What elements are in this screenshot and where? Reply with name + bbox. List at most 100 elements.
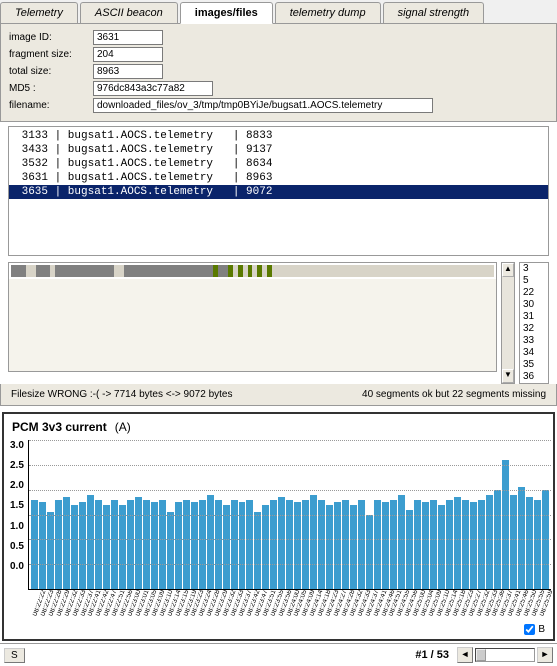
segment-number[interactable]: 30 — [520, 299, 548, 311]
chart-bar — [143, 500, 150, 589]
tab-ascii-beacon[interactable]: ASCII beacon — [80, 2, 178, 23]
segment-number[interactable]: 5 — [520, 275, 548, 287]
segment-number[interactable]: 35 — [520, 359, 548, 371]
chart-bar — [398, 495, 405, 589]
chart-bar — [534, 500, 541, 589]
fragment-size-input[interactable] — [93, 47, 163, 62]
tab-telemetry-dump[interactable]: telemetry dump — [275, 2, 381, 23]
chart-bar — [302, 500, 309, 589]
s-button[interactable]: S — [4, 648, 25, 663]
chart-bar — [510, 495, 517, 589]
fragment-segment — [36, 265, 51, 277]
chart-bar — [55, 500, 62, 589]
chart-bar — [526, 497, 533, 589]
md5-input[interactable] — [93, 81, 213, 96]
metadata-form: image ID: fragment size: total size: MD5… — [0, 24, 557, 122]
chart-bar — [518, 487, 525, 589]
tab-images-files[interactable]: images/files — [180, 2, 273, 24]
file-row[interactable]: 3635 | bugsat1.AOCS.telemetry | 9072 — [9, 185, 548, 199]
fragment-segment — [26, 265, 36, 277]
file-row[interactable]: 3532 | bugsat1.AOCS.telemetry | 8634 — [9, 157, 548, 171]
chart-bar — [318, 500, 325, 589]
chart-bar — [350, 505, 357, 589]
tab-signal-strength[interactable]: signal strength — [383, 2, 485, 23]
chart-bar — [63, 497, 70, 589]
fragment-segment — [272, 265, 494, 277]
chart-bar — [430, 500, 437, 589]
fragment-canvas — [8, 262, 497, 372]
chart-bar — [326, 505, 333, 589]
file-row[interactable]: 3433 | bugsat1.AOCS.telemetry | 9137 — [9, 143, 548, 157]
fragment-scrollbar[interactable]: ▲ ▼ — [501, 262, 515, 384]
chart-bar — [135, 497, 142, 589]
chart-bar — [31, 500, 38, 589]
chart-title: PCM 3v3 current(A) — [10, 418, 551, 440]
chart-bar — [87, 495, 94, 589]
segment-number[interactable]: 32 — [520, 323, 548, 335]
file-list[interactable]: 3133 | bugsat1.AOCS.telemetry | 8833 343… — [8, 126, 549, 256]
filename-label: filename: — [9, 100, 93, 111]
pager-next-icon[interactable]: ► — [537, 647, 553, 663]
chart-bar — [270, 500, 277, 589]
total-size-input[interactable] — [93, 64, 163, 79]
segment-number[interactable]: 36 — [520, 371, 548, 383]
chart-bar — [183, 500, 190, 589]
segment-number[interactable]: 31 — [520, 311, 548, 323]
fragment-segment — [11, 265, 26, 277]
segment-number[interactable]: 3 — [520, 263, 548, 275]
chart-bar — [254, 512, 261, 589]
chart-bar — [167, 512, 174, 589]
chart-bar — [478, 500, 485, 589]
chart-bar — [246, 500, 253, 589]
segment-number[interactable]: 33 — [520, 335, 548, 347]
tab-bar: TelemetryASCII beaconimages/filestelemet… — [0, 0, 557, 24]
pager-track[interactable] — [475, 648, 535, 662]
segment-number-list[interactable]: 352230313233343536 — [519, 262, 549, 384]
chart-bar — [207, 495, 214, 589]
chart-bar — [278, 497, 285, 589]
tab-telemetry[interactable]: Telemetry — [0, 2, 78, 23]
file-row[interactable]: 3631 | bugsat1.AOCS.telemetry | 8963 — [9, 171, 548, 185]
chart-bar — [454, 497, 461, 589]
chart-bar — [71, 505, 78, 589]
chart-bar — [47, 512, 54, 589]
chart-bar — [406, 510, 413, 589]
pcm-chart: PCM 3v3 current(A) 3.02.52.01.51.00.50.0… — [2, 412, 555, 641]
filename-input[interactable] — [93, 98, 433, 113]
scroll-up-icon[interactable]: ▲ — [502, 263, 514, 277]
chart-checkbox[interactable] — [524, 624, 535, 635]
y-axis: 3.02.52.01.51.00.50.0 — [10, 440, 28, 590]
chart-bar — [223, 505, 230, 589]
x-axis: 08:22:2208:22:2308:22:2808:22:2908:22:32… — [10, 590, 551, 622]
chart-bar — [438, 505, 445, 589]
status-bar: Filesize WRONG :-( -> 7714 bytes <-> 907… — [0, 384, 557, 406]
segment-number[interactable]: 34 — [520, 347, 548, 359]
chart-bar — [414, 500, 421, 589]
chart-bar — [390, 500, 397, 589]
chart-bar — [486, 495, 493, 589]
status-left: Filesize WRONG :-( -> 7714 bytes <-> 907… — [11, 389, 232, 400]
fragment-segment — [124, 265, 213, 277]
image-id-label: image ID: — [9, 32, 93, 43]
chart-bar — [446, 500, 453, 589]
fragment-size-label: fragment size: — [9, 49, 93, 60]
pager-prev-icon[interactable]: ◄ — [457, 647, 473, 663]
fragment-area: ▲ ▼ 352230313233343536 — [8, 262, 549, 384]
chart-bar — [159, 500, 166, 589]
plot-area — [28, 440, 551, 590]
scroll-down-icon[interactable]: ▼ — [502, 369, 514, 383]
fragment-segment — [114, 265, 124, 277]
bottom-bar: S #1 / 53 ◄ ► — [0, 643, 557, 666]
segment-number[interactable]: 22 — [520, 287, 548, 299]
chart-bar — [310, 495, 317, 589]
chart-bar — [374, 500, 381, 589]
chart-foot-label: B — [538, 624, 545, 635]
chart-bar — [462, 500, 469, 589]
status-right: 40 segments ok but 22 segments missing — [362, 389, 546, 400]
chart-bar — [95, 500, 102, 589]
file-row[interactable]: 3133 | bugsat1.AOCS.telemetry | 8833 — [9, 129, 548, 143]
total-size-label: total size: — [9, 66, 93, 77]
pager: #1 / 53 ◄ ► — [415, 647, 553, 663]
chart-bar — [111, 500, 118, 589]
image-id-input[interactable] — [93, 30, 163, 45]
